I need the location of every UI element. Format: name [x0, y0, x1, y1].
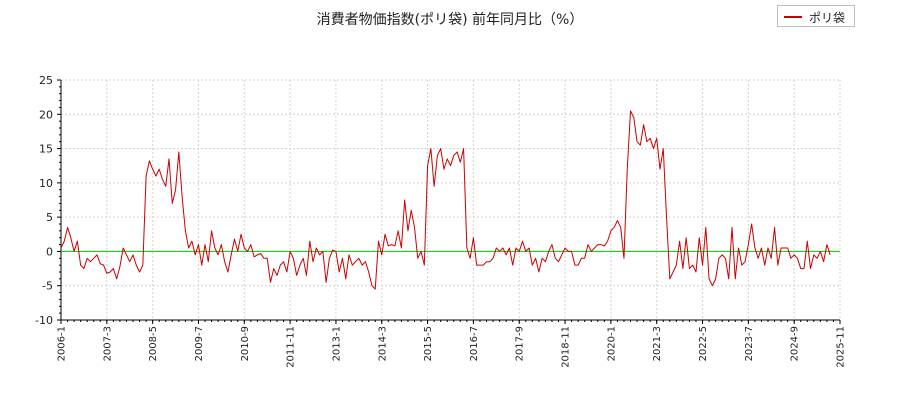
- y-tick-label: 20: [39, 108, 53, 121]
- y-tick-label: 5: [46, 211, 53, 224]
- x-tick-label: 2024-9: [790, 326, 801, 361]
- chart-title: 消費者物価指数(ポリ袋) 前年同月比（%）: [316, 12, 584, 28]
- x-axis-ticks: 2006-1 2007-3 2008-5 2009-7 2010-9 2011-11 201…: [57, 320, 847, 368]
- x-tick-label: 2025-11: [836, 326, 847, 368]
- series-group: [60, 110, 831, 290]
- y-axis-ticks: 25 20 15 10 5 0 -5 -10: [35, 74, 61, 327]
- series-line-poly-bag: [60, 110, 831, 290]
- x-tick-label: 2011-11: [286, 326, 297, 368]
- x-tick-label: 2008-5: [148, 326, 159, 361]
- x-tick-label: 2020-1: [606, 326, 617, 361]
- x-tick-label: 2016-7: [469, 326, 480, 361]
- legend: ポリ袋: [777, 5, 855, 27]
- x-tick-label: 2006-1: [57, 326, 68, 361]
- y-tick-label: 15: [39, 143, 53, 156]
- x-tick-label: 2022-5: [698, 326, 709, 361]
- y-tick-label: 25: [39, 74, 53, 87]
- x-tick-label: 2010-9: [240, 326, 251, 361]
- x-tick-label: 2013-1: [331, 326, 342, 361]
- x-tick-label: 2017-9: [515, 326, 526, 361]
- x-tick-label: 2009-7: [194, 326, 205, 361]
- x-tick-label: 2007-3: [102, 326, 113, 361]
- y-tick-label: 10: [39, 177, 53, 190]
- x-tick-label: 2018-11: [561, 326, 572, 368]
- plot-area: [61, 80, 840, 320]
- x-tick-label: 2023-7: [744, 326, 755, 361]
- x-tick-label: 2014-3: [377, 326, 388, 361]
- y-tick-label: -5: [42, 280, 53, 293]
- x-tick-label: 2015-5: [423, 326, 434, 361]
- y-tick-label: -10: [35, 314, 53, 327]
- legend-label: ポリ袋: [809, 11, 846, 25]
- y-tick-label: 0: [46, 245, 53, 258]
- x-tick-label: 2021-3: [652, 326, 663, 361]
- legend-swatch: [784, 16, 802, 18]
- axes: [60, 80, 840, 321]
